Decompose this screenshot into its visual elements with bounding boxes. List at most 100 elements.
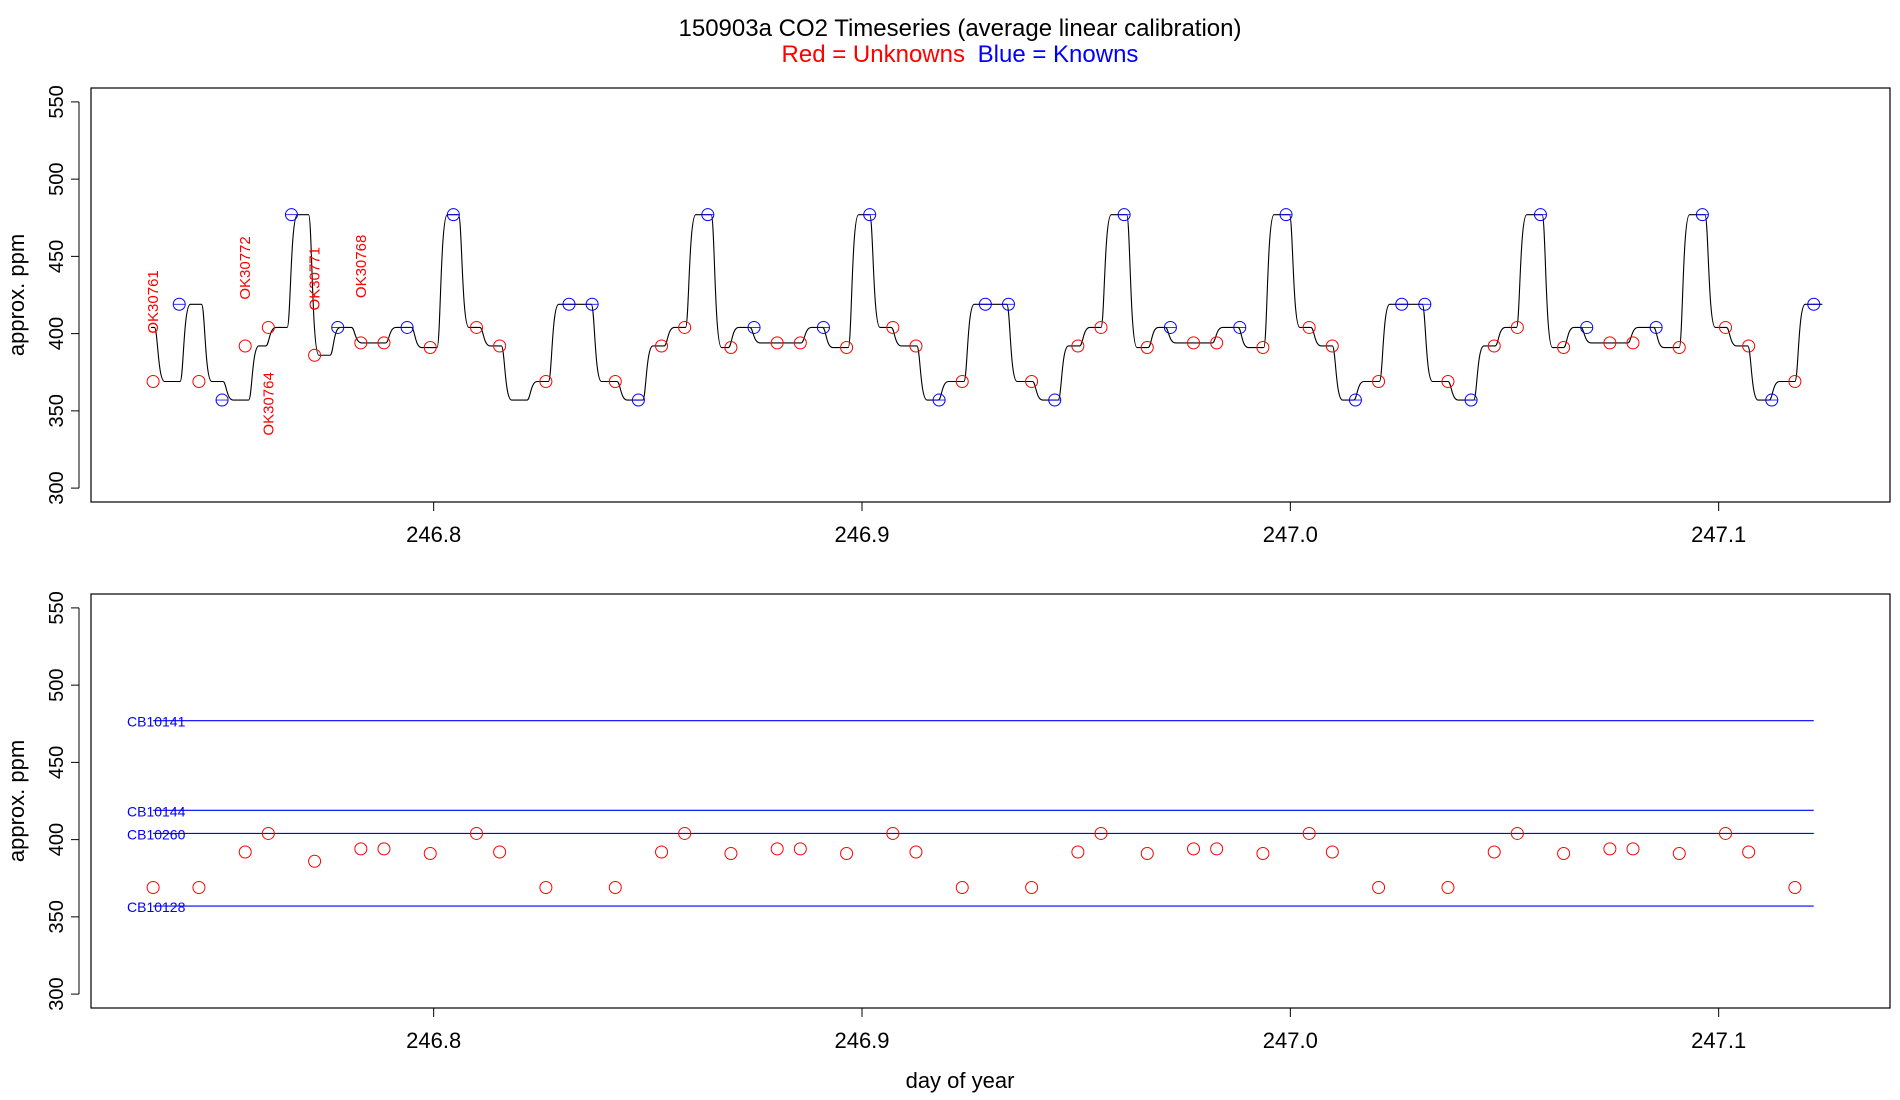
unknown-point xyxy=(655,845,669,859)
y-tick-label: 550 xyxy=(46,85,68,118)
unknown-point xyxy=(1071,845,1085,859)
unknown-point xyxy=(539,881,553,895)
top-panel-trace-chart: 300 350 400 450 500 550 approx. ppm 246.8 246.9 2… xyxy=(4,85,1891,547)
reference-line-label: CB10144 xyxy=(127,803,186,819)
unknown-point xyxy=(1788,881,1802,895)
y-tick-label: 400 xyxy=(46,317,68,350)
unknown-point xyxy=(470,826,483,840)
unknown-point xyxy=(770,842,784,856)
unknown-point xyxy=(909,339,923,353)
unknown-point xyxy=(423,847,437,861)
unknown-point xyxy=(377,842,391,856)
y-tick-label: 300 xyxy=(46,471,68,504)
unknown-point xyxy=(1441,881,1455,895)
x-tick-label: 246.8 xyxy=(406,522,461,547)
x-tick-label: 246.9 xyxy=(834,1028,889,1053)
co2-trace-line xyxy=(150,214,1823,401)
figure-subtitle: Red = Unknowns Blue = Knowns xyxy=(782,41,1139,68)
unknown-point xyxy=(1210,842,1224,856)
unknown-point xyxy=(192,375,206,389)
unknown-point xyxy=(1510,826,1524,840)
sample-annotation: OK30771 xyxy=(307,247,324,310)
x-tick-label: 247.0 xyxy=(1263,1028,1318,1053)
unknown-point xyxy=(493,845,507,859)
unknown-point xyxy=(1025,881,1039,895)
unknown-point xyxy=(1487,845,1501,859)
unknown-point xyxy=(955,881,969,895)
y-tick-label: 350 xyxy=(46,900,68,933)
unknown-point xyxy=(354,336,368,350)
x-tick-label: 247.1 xyxy=(1691,522,1746,547)
plot-frame xyxy=(90,593,1891,1009)
unknown-point xyxy=(724,847,738,861)
unknown-point xyxy=(539,375,553,389)
unknown-point xyxy=(1603,842,1617,856)
x-tick-label: 247.0 xyxy=(1263,522,1318,547)
unknown-point xyxy=(1719,320,1733,334)
unknown-point xyxy=(1325,339,1339,353)
unknown-point xyxy=(678,826,692,840)
unknown-point xyxy=(608,375,622,389)
unknown-point xyxy=(354,842,368,856)
sample-annotation: OK30761 xyxy=(145,270,162,333)
unknown-point xyxy=(1742,339,1756,353)
figure-title: 150903a CO2 Timeseries (average linear c… xyxy=(679,15,1242,42)
subtitle-unknowns: Red = Unknowns xyxy=(782,41,965,68)
reference-line-label: CB10260 xyxy=(127,826,186,842)
unknown-point xyxy=(1210,336,1224,350)
unknown-point xyxy=(655,339,669,353)
unknown-point xyxy=(423,341,437,355)
reference-line-label: CB10128 xyxy=(127,899,186,915)
y-tick-label: 300 xyxy=(46,977,68,1010)
sample-annotation: OK30768 xyxy=(353,235,370,298)
unknown-point xyxy=(1672,847,1686,861)
unknown-point xyxy=(1025,375,1039,389)
unknown-point xyxy=(1603,336,1617,350)
unknown-point xyxy=(1302,320,1316,334)
y-axis-label: approx. ppm xyxy=(4,740,29,862)
unknown-point xyxy=(1626,842,1640,856)
unknown-point xyxy=(1372,881,1386,895)
unknown-point xyxy=(1256,341,1270,355)
unknown-point xyxy=(886,826,900,840)
unknown-point xyxy=(261,826,275,840)
x-axis-label: day of year xyxy=(906,1068,1015,1093)
bottom-panel-scatter-chart: 300 350 400 450 500 550 approx. ppm 246.8 246.9 2… xyxy=(4,591,1891,1053)
unknown-point xyxy=(1788,375,1802,389)
unknown-point xyxy=(308,854,322,868)
unknown-point xyxy=(1510,320,1524,334)
unknown-point xyxy=(192,881,206,895)
unknown-point xyxy=(608,881,622,895)
unknown-point xyxy=(261,320,275,334)
y-tick-label: 400 xyxy=(46,823,68,856)
unknown-point xyxy=(470,320,483,334)
unknown-point xyxy=(909,845,923,859)
unknown-point xyxy=(1187,842,1201,856)
unknown-point xyxy=(377,336,391,350)
y-tick-label: 450 xyxy=(46,240,68,273)
unknown-point xyxy=(1187,336,1201,350)
unknown-point xyxy=(1487,339,1501,353)
unknown-point xyxy=(1071,339,1085,353)
unknown-point xyxy=(886,320,900,334)
unknown-point xyxy=(308,348,322,362)
unknown-point xyxy=(1672,341,1686,355)
y-tick-label: 350 xyxy=(46,394,68,427)
unknown-point xyxy=(1302,826,1316,840)
unknown-point xyxy=(1325,845,1339,859)
unknown-point xyxy=(1557,847,1571,861)
unknown-point xyxy=(678,320,692,334)
subtitle-knowns: Blue = Knowns xyxy=(978,41,1139,68)
unknown-point xyxy=(238,339,252,353)
y-tick-label: 500 xyxy=(46,668,68,701)
x-tick-label: 246.8 xyxy=(406,1028,461,1053)
unknown-point xyxy=(1140,847,1154,861)
y-tick-label: 450 xyxy=(46,746,68,779)
unknown-point xyxy=(840,341,854,355)
sample-annotation: OK30764 xyxy=(260,372,277,435)
unknown-point xyxy=(770,336,784,350)
unknown-point xyxy=(1441,375,1455,389)
unknown-point xyxy=(238,845,252,859)
unknown-point xyxy=(146,375,160,389)
unknown-point xyxy=(1094,826,1108,840)
